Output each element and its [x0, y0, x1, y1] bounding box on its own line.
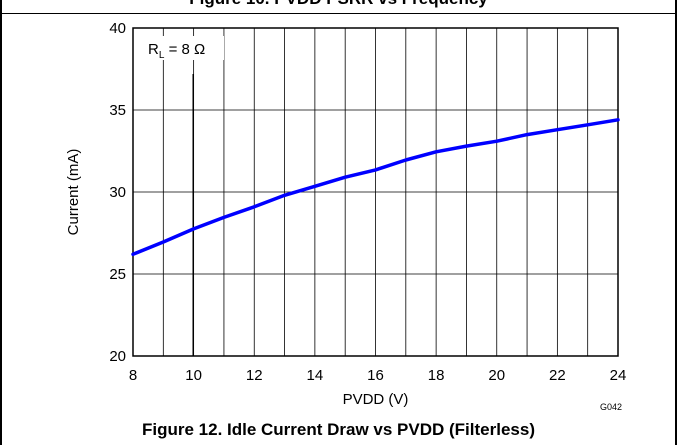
current-series-line	[131, 118, 620, 257]
y-tick-label: 25	[109, 266, 126, 283]
figure-code: G042	[600, 402, 622, 412]
y-tick-label: 35	[109, 102, 126, 119]
x-tick-label: 12	[246, 367, 263, 384]
x-tick-label: 8	[129, 367, 137, 384]
y-axis-ticks: 20 25 30 35 40	[109, 20, 126, 365]
x-axis-ticks: 8 10 12 14 16 18 20 22 24	[129, 367, 627, 384]
x-tick-label: 10	[185, 367, 202, 384]
y-tick-label: 30	[109, 184, 126, 201]
load-resistance-annotation: RL = 8 Ω	[148, 41, 205, 61]
y-tick-label: 20	[109, 348, 126, 365]
figure-caption: Figure 12. Idle Current Draw vs PVDD (Fi…	[141, 420, 535, 439]
frame-right-border	[675, 0, 677, 445]
x-axis-label: PVDD (V)	[343, 391, 409, 408]
y-tick-label: 40	[109, 20, 126, 37]
plot-area-border	[132, 27, 619, 357]
x-tick-label: 24	[610, 367, 627, 384]
x-tick-label: 14	[307, 367, 324, 384]
grid	[133, 28, 618, 356]
frame-top-border	[0, 13, 677, 14]
annotation-background	[142, 36, 224, 60]
previous-figure-caption: Figure 10. PVDD PSRR vs Frequency	[0, 0, 677, 9]
x-tick-label: 22	[549, 367, 566, 384]
x-tick-label: 16	[367, 367, 384, 384]
x-tick-label: 20	[488, 367, 505, 384]
frame-left-border	[0, 0, 2, 445]
y-axis-label: Current (mA)	[65, 149, 82, 236]
x-tick-label: 18	[428, 367, 445, 384]
